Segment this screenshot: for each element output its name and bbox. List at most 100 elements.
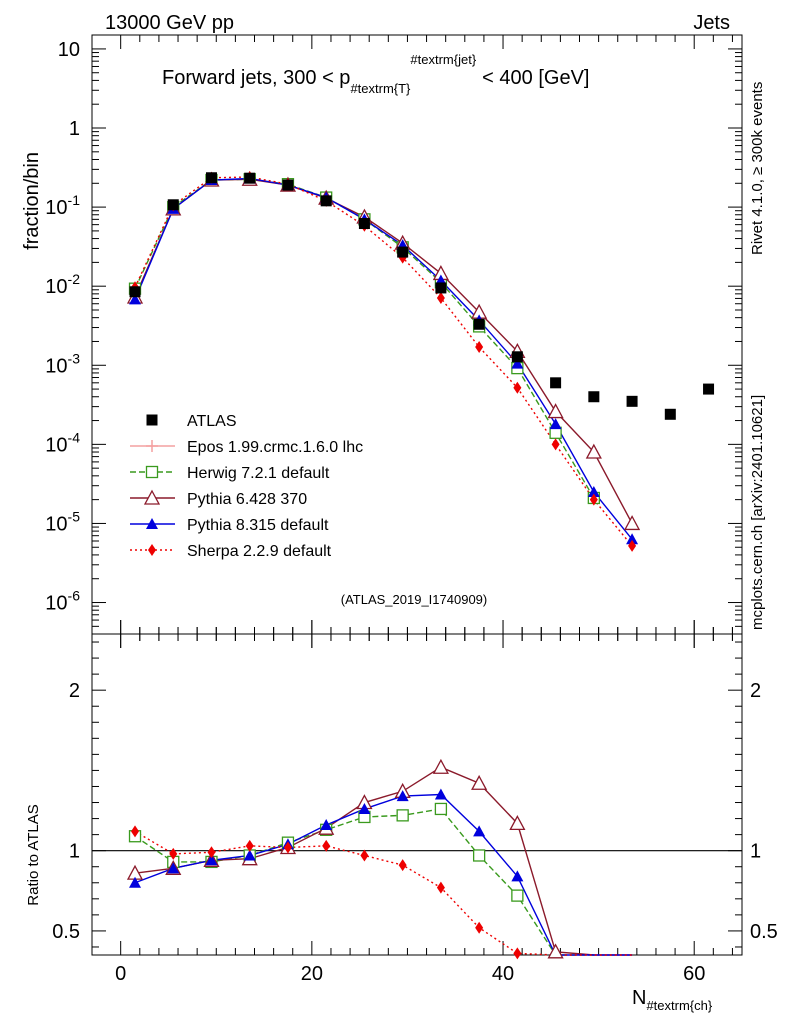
header-left: 13000 GeV pp	[105, 12, 234, 34]
x-axis-title-sub: #textrm{ch}	[646, 998, 712, 1013]
series-4-ratio-point	[245, 839, 254, 852]
series-1-line-ratio	[134, 808, 594, 956]
legend-marker	[146, 518, 158, 529]
series-3-ratio-point	[320, 818, 333, 830]
y-tick-label-top: 10-6	[45, 588, 80, 615]
series-2-point	[585, 443, 602, 459]
series-4-ratio-point	[169, 847, 178, 860]
legend-label: Sherpa 2.2.9 default	[187, 543, 332, 560]
series-4-ratio-point	[475, 921, 484, 934]
plot-title-pre: Forward jets, 300 < p	[162, 67, 350, 89]
header-right: Jets	[693, 12, 730, 34]
series-3-ratio-point	[205, 854, 218, 866]
atlas-data-point	[473, 318, 485, 330]
atlas-data-point	[358, 218, 370, 230]
series-4-ratio-point	[513, 947, 522, 960]
atlas-data-point	[703, 383, 715, 395]
series-3-point	[511, 357, 524, 369]
series-3-ratio-point	[358, 802, 371, 814]
x-tick-label: 60	[683, 963, 705, 985]
plot-title-sup: #textrm{jet}	[410, 52, 476, 67]
series-4-ratio-point	[322, 839, 331, 852]
series-4-line-top	[134, 176, 633, 547]
y-tick-label-top: 10	[58, 39, 80, 61]
series-2-ratio-point	[547, 943, 564, 959]
series-3-point	[549, 418, 562, 430]
x-tick-label: 40	[492, 963, 514, 985]
x-axis-title-main: N	[632, 987, 646, 1009]
series-3-line-ratio	[134, 793, 633, 956]
y-tick-label-bottom-right: 1	[750, 841, 761, 863]
series-3-ratio-point	[434, 788, 447, 800]
series-3-ratio-point	[129, 876, 142, 888]
series-4-point	[628, 539, 637, 552]
series-3-ratio-point	[167, 862, 180, 874]
y-tick-label-top: 10-1	[45, 192, 80, 219]
series-3-point	[626, 533, 639, 545]
legend-marker	[146, 414, 158, 426]
series-1-ratio-point	[511, 889, 524, 902]
legend-marker	[148, 544, 156, 556]
series-4-ratio-point	[207, 846, 216, 859]
series-4-ratio-point	[436, 881, 445, 894]
plot-title: Forward jets, 300 < p#textrm{T} #textrm{j…	[162, 52, 589, 96]
series-1-ratio-point	[434, 802, 448, 816]
atlas-data-point	[205, 172, 217, 184]
y-tick-label-top: 10-3	[45, 350, 80, 377]
legend-entry: Pythia 6.428 370	[130, 489, 307, 508]
y-tick-label-top: 10-4	[45, 429, 80, 456]
legend-entry: Herwig 7.2.1 default	[130, 465, 330, 482]
series-3-ratio-point	[511, 870, 524, 882]
y-tick-label-bottom: 1	[69, 841, 80, 863]
series-2-point	[547, 403, 564, 419]
series-3-point	[587, 485, 600, 497]
atlas-data-point	[320, 195, 332, 207]
plot-title-post: < 400 [GeV]	[482, 67, 589, 89]
series-3-ratio-point	[243, 849, 256, 861]
legend-marker	[145, 465, 159, 479]
legend-entry: Pythia 8.315 default	[130, 517, 329, 534]
atlas-data-point	[664, 408, 676, 420]
x-axis-title: N#textrm{ch}	[632, 987, 713, 1013]
series-4-point	[551, 438, 560, 451]
y-tick-label-top: 10-2	[45, 271, 80, 298]
series-3-ratio-point	[473, 825, 486, 837]
x-tick-label: 0	[115, 963, 126, 985]
x-tick-label: 20	[301, 963, 323, 985]
series-4-ratio-point	[360, 849, 369, 862]
atlas-data-point	[244, 172, 256, 184]
atlas-data-point	[282, 179, 294, 191]
series-4-point	[513, 381, 522, 394]
rivet-label: Rivet 4.1.0, ≥ 300k events	[749, 82, 766, 255]
series-4-ratio-point	[283, 841, 292, 854]
series-1-ratio-point	[472, 849, 486, 862]
legend-entry: Epos 1.99.crmc.1.6.0 lhc	[130, 439, 363, 456]
series-4-point	[589, 493, 598, 506]
series-1-ratio-point	[396, 809, 409, 822]
legend-entry: ATLAS	[146, 413, 237, 430]
legend-label: Pythia 8.315 default	[187, 517, 329, 534]
legend-label: Epos 1.99.crmc.1.6.0 lhc	[187, 439, 363, 456]
plot-title-sub: #textrm{T}	[350, 81, 411, 96]
y-axis-title-bottom: Ratio to ATLAS	[25, 804, 42, 905]
analysis-id: (ATLAS_2019_I1740909)	[341, 592, 487, 607]
atlas-data-point	[511, 351, 523, 363]
atlas-data-point	[550, 377, 562, 389]
legend-entry: Sherpa 2.2.9 default	[130, 543, 332, 560]
series-2-ratio-point	[471, 774, 488, 790]
series-2-ratio-point	[509, 815, 526, 831]
legend-marker	[143, 489, 161, 505]
y-tick-label-top: 10-5	[45, 508, 80, 535]
atlas-data-point	[588, 391, 600, 403]
series-4-point	[436, 291, 445, 304]
y-tick-label-bottom: 2	[69, 680, 80, 702]
series-2-point	[623, 515, 641, 531]
ratio-plot-frame	[91, 633, 743, 956]
atlas-data-point	[626, 395, 638, 407]
legend-label: Herwig 7.2.1 default	[187, 465, 330, 482]
series-3-point	[129, 293, 142, 305]
series-2-ratio-point	[432, 758, 449, 774]
series-3-line-top	[134, 177, 633, 540]
atlas-data-point	[167, 199, 179, 211]
y-tick-label-top: 1	[69, 118, 80, 140]
